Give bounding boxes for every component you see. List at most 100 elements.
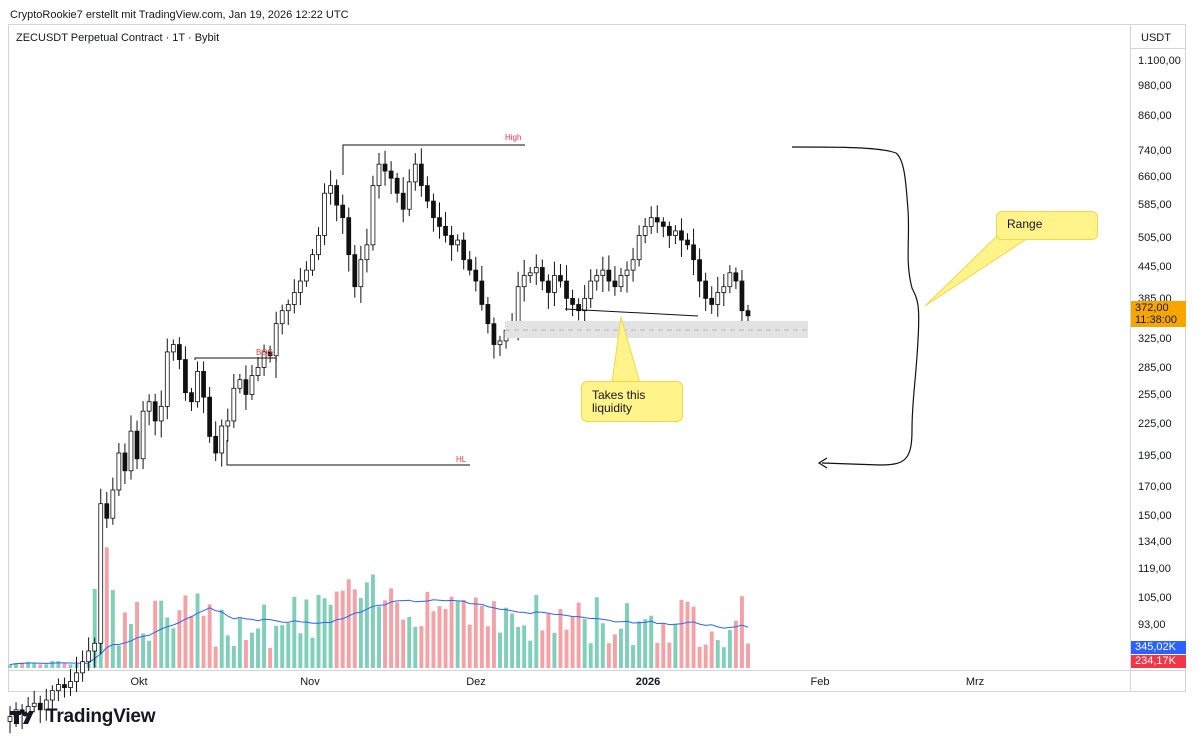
- candle-up: [261, 351, 267, 368]
- volume-bar: [528, 640, 533, 668]
- candle-down: [739, 280, 745, 312]
- candle-down: [152, 401, 158, 422]
- candle-down: [606, 269, 612, 282]
- volume-bar: [546, 613, 551, 668]
- time-tick: Okt: [130, 676, 148, 688]
- currency-divider: [1130, 48, 1186, 49]
- candle-down: [654, 217, 660, 223]
- volume-bar: [219, 609, 224, 668]
- volume-bar: [122, 612, 127, 668]
- candle-down: [346, 217, 352, 256]
- candle-down: [745, 310, 751, 317]
- candle-up: [249, 375, 255, 395]
- candle-up: [316, 235, 321, 256]
- liquidity-line: [564, 308, 699, 317]
- price-tick: 225,00: [1138, 418, 1172, 430]
- candle-down: [679, 230, 684, 241]
- volume-bar: [727, 630, 732, 668]
- attribution-text: CryptoRookie7 erstellt mit TradingView.c…: [10, 9, 349, 21]
- volume-bar: [679, 599, 684, 668]
- currency-label[interactable]: USDT: [1141, 32, 1171, 44]
- volume-bar: [498, 632, 502, 668]
- candle-up: [225, 420, 231, 427]
- candle-up: [715, 292, 721, 305]
- candle-up: [140, 410, 146, 460]
- volume-bar: [364, 582, 369, 668]
- volume-bar: [195, 593, 200, 668]
- candle-up: [49, 690, 55, 701]
- candle-up: [7, 716, 13, 722]
- volume-bar: [38, 664, 43, 668]
- volume-bar: [141, 633, 146, 668]
- candle-up: [164, 351, 170, 407]
- candle-up: [636, 235, 642, 261]
- candle-down: [334, 185, 340, 206]
- candle-up: [231, 387, 237, 422]
- volume-bar: [225, 635, 230, 668]
- volume-bar: [26, 661, 31, 668]
- volume-bar: [637, 621, 642, 668]
- range-note[interactable]: Range: [996, 211, 1098, 240]
- price-tick: 285,00: [1138, 362, 1172, 374]
- volume-bar: [431, 611, 436, 668]
- time-tick: Mrz: [965, 676, 985, 688]
- volume-bar: [467, 624, 472, 668]
- volume-bar: [534, 594, 539, 668]
- liquidity-note[interactable]: Takes this liquidity: [581, 381, 683, 422]
- candle-up: [297, 280, 303, 293]
- bos-line: [194, 357, 277, 378]
- candle-down: [491, 323, 497, 345]
- candle-up: [31, 702, 37, 707]
- range-bracket: [791, 146, 920, 466]
- candle-down: [201, 371, 206, 398]
- volume-bar: [8, 664, 12, 668]
- candle-up: [412, 163, 418, 183]
- tradingview-logo-icon: [10, 711, 34, 724]
- candle-up: [533, 267, 539, 274]
- candle-up: [110, 489, 116, 519]
- candle-up: [195, 371, 200, 403]
- tradingview-logo[interactable]: TradingView: [10, 706, 156, 728]
- volume-bar: [619, 628, 623, 668]
- volume-bar: [92, 588, 97, 668]
- volume-bar: [268, 647, 273, 668]
- volume-bar: [570, 616, 575, 668]
- candle-up: [43, 699, 49, 711]
- symbol-title[interactable]: ZECUSDT Perpetual Contract · 1T · Bybit: [16, 32, 220, 44]
- candles: [7, 148, 751, 734]
- candle-up: [158, 406, 164, 422]
- candle-down: [267, 351, 273, 357]
- candle-up: [80, 661, 85, 674]
- range-note-pointer: [924, 232, 1027, 307]
- candle-up: [648, 217, 654, 227]
- volume-bar: [286, 623, 291, 668]
- liquidity-note-text-1: Takes this: [592, 388, 646, 402]
- volume-bar: [231, 645, 236, 668]
- price-tick: 740,00: [1138, 145, 1172, 157]
- candle-down: [612, 280, 618, 288]
- candle-down: [213, 436, 219, 454]
- candle-up: [370, 185, 376, 246]
- volume-bar: [437, 606, 442, 668]
- volume-bar: [715, 640, 720, 668]
- volume-bar: [153, 600, 158, 668]
- candle-down: [134, 430, 140, 460]
- candle-down: [546, 280, 551, 293]
- candle-up: [279, 310, 285, 325]
- volume-bar: [62, 662, 67, 668]
- volume-bar: [558, 609, 563, 668]
- volume-bar: [280, 625, 285, 668]
- volume-bar: [14, 662, 19, 668]
- candle-up: [642, 225, 648, 236]
- candle-down: [479, 280, 485, 305]
- volume-bar: [256, 628, 260, 668]
- candle-down: [703, 280, 709, 299]
- price-tick: 980,00: [1138, 80, 1172, 92]
- volume-bar: [304, 599, 309, 668]
- volume-bar: [237, 618, 242, 668]
- candle-down: [122, 452, 128, 472]
- volume-bar: [600, 623, 605, 668]
- candle-down: [183, 359, 188, 394]
- price-axis-divider: [1130, 24, 1131, 692]
